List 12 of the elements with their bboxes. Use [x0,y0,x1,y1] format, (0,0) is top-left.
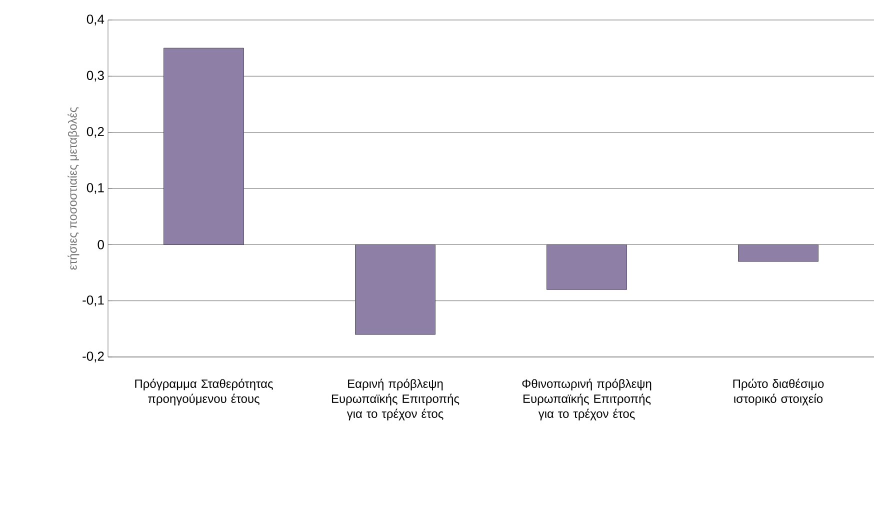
x-tick-label: Εαρινή πρόβλεψη Ευρωπαϊκής Επιτροπής για το τρέχον έτος [332,378,460,420]
x-tick-label: Φθινοπωρινή πρόβλεψη Ευρωπαϊκής Επιτροπής για το τρέχον έτος [522,378,652,420]
y-tick-label: 0 [98,240,104,250]
y-tick-label: -0,2 [82,352,104,362]
y-tick-label: 0,3 [86,70,104,82]
y-tick-label: -0,1 [82,295,104,306]
y-tick-label: 0,2 [86,126,104,138]
x-tick-label: Πρώτο διαθέσιμο ιστορικό στοιχείο [733,378,824,406]
y-tick-label: 0,1 [86,183,104,194]
y-axis-title: ετήσιες ποσοστιαίες μεταβολές [68,107,80,270]
y-tick-label: 0,4 [86,14,104,26]
x-tick-label: Πρόγραμμα Σταθερότητας προηγούμενου έτους [135,378,273,406]
